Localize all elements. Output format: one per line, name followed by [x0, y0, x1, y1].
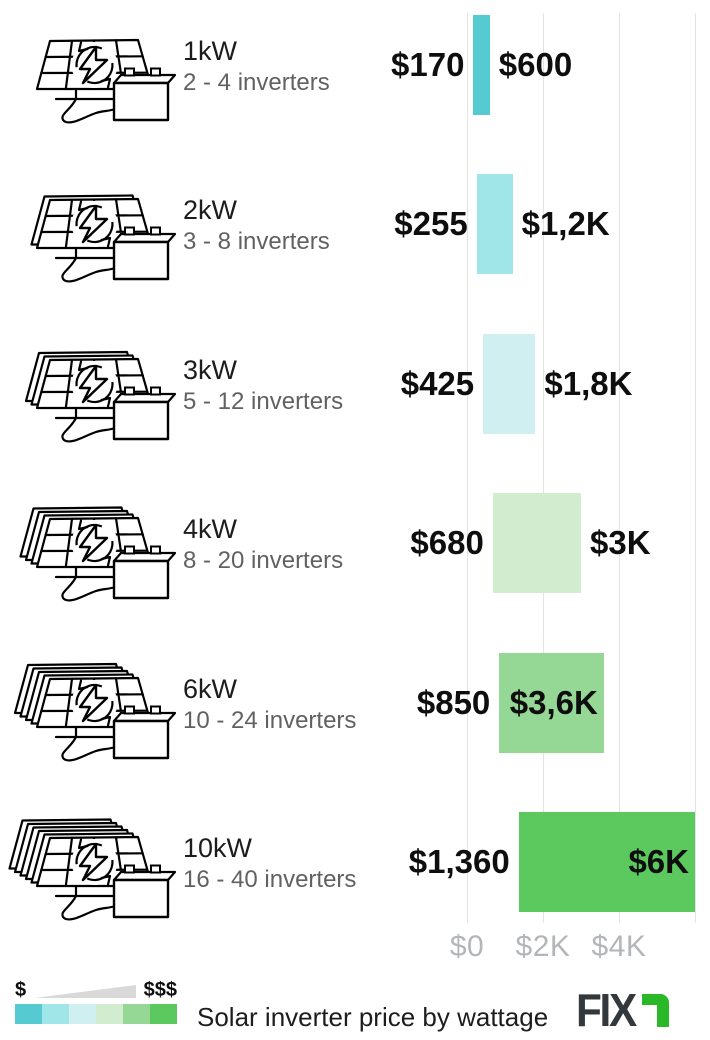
- solar-panel-battery-icon: [6, 162, 182, 308]
- wattage-label: 1kW: [183, 36, 237, 67]
- legend-color-swatches: [15, 1004, 177, 1024]
- row-labels: 6kW 10 - 24 inverters: [183, 674, 356, 736]
- row-labels: 1kW 2 - 4 inverters: [183, 36, 330, 98]
- inverter-count-label: 3 - 8 inverters: [183, 227, 330, 255]
- inverter-count-label: 2 - 4 inverters: [183, 68, 330, 96]
- row-labels: 3kW 5 - 12 inverters: [183, 355, 343, 417]
- wattage-label: 4kW: [183, 514, 237, 545]
- price-wedge-icon: [33, 985, 136, 998]
- fixr-logo-glyph: [642, 994, 670, 1028]
- max-price-label: $6K: [628, 843, 689, 880]
- solar-panel-battery-icon: [6, 800, 182, 946]
- price-range-bar: [473, 15, 490, 115]
- x-gridline: [694, 13, 696, 923]
- price-range-bar: [518, 812, 695, 912]
- legend-swatch: [42, 1004, 69, 1024]
- max-price-label: $3K: [590, 524, 651, 561]
- fixr-logo: FIX: [576, 984, 670, 1036]
- min-price-label: $1,360: [408, 843, 510, 880]
- wattage-label: 2kW: [183, 195, 237, 226]
- row-labels: 4kW 8 - 20 inverters: [183, 514, 343, 576]
- price-range-bar: [492, 493, 581, 593]
- fixr-logo-text: FIX: [576, 984, 637, 1036]
- legend-swatch: [15, 1004, 42, 1024]
- x-gridline: [466, 13, 468, 923]
- solar-panel-battery-icon: [6, 641, 182, 787]
- legend-swatch: [123, 1004, 150, 1024]
- inverter-count-label: 16 - 40 inverters: [183, 865, 357, 893]
- inverter-count-label: 8 - 20 inverters: [183, 546, 344, 574]
- max-price-label: $3,6K: [509, 684, 598, 721]
- x-axis-tick-label: $4K: [591, 930, 647, 963]
- max-price-label: $600: [498, 46, 573, 83]
- price-range-bar: [476, 174, 513, 274]
- solar-panel-battery-icon: [6, 3, 182, 149]
- x-gridline: [618, 13, 620, 923]
- row-labels: 10kW 16 - 40 inverters: [183, 833, 356, 895]
- legend-high-label: $$$: [143, 979, 177, 1001]
- x-gridline: [542, 13, 544, 923]
- inverter-count-label: 5 - 12 inverters: [183, 387, 344, 415]
- wattage-label: 6kW: [183, 674, 237, 705]
- price-range-bar: [499, 653, 604, 753]
- min-price-label: $850: [416, 684, 491, 721]
- legend-low-label: $: [15, 979, 27, 1001]
- x-axis-tick-label: $0: [449, 930, 485, 963]
- price-range-bar: [483, 334, 536, 434]
- wattage-label: 10kW: [183, 833, 253, 864]
- wattage-label: 3kW: [183, 355, 237, 386]
- price-legend: $ $$$: [15, 980, 177, 1024]
- legend-swatch: [69, 1004, 96, 1024]
- x-axis-tick-label: $2K: [515, 930, 571, 963]
- max-price-label: $1,8K: [544, 365, 633, 402]
- max-price-label: $1,2K: [521, 205, 610, 242]
- min-price-label: $255: [394, 205, 468, 242]
- min-price-label: $680: [410, 524, 484, 561]
- solar-panel-battery-icon: [6, 481, 182, 627]
- min-price-label: $425: [400, 365, 475, 402]
- legend-scale: $ $$$: [15, 980, 177, 1000]
- chart-title: Solar inverter price by wattage: [197, 1002, 549, 1032]
- inverter-count-label: 10 - 24 inverters: [183, 706, 357, 734]
- legend-swatch: [96, 1004, 123, 1024]
- row-labels: 2kW 3 - 8 inverters: [183, 195, 330, 257]
- solar-panel-battery-icon: [6, 322, 182, 468]
- legend-swatch: [150, 1004, 177, 1024]
- min-price-label: $170: [391, 46, 465, 83]
